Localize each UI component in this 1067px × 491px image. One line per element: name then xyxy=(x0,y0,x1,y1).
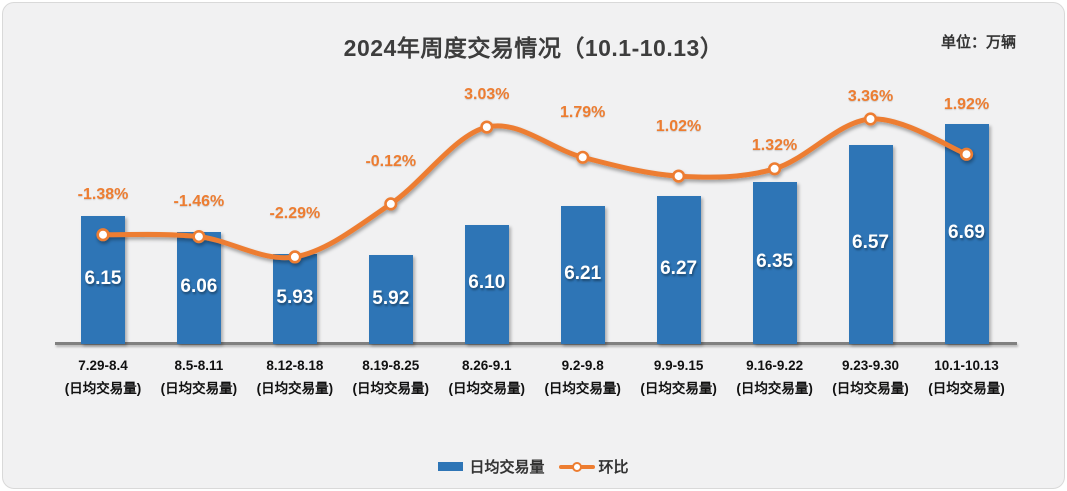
x-tick-sublabel: (日均交易量) xyxy=(544,381,621,396)
x-tick-label: 10.1-10.13 (日均交易量) xyxy=(915,354,1019,400)
line-value-label: 1.79% xyxy=(560,104,606,122)
legend-line-marker-icon xyxy=(571,461,582,472)
bar-value-label: 6.69 xyxy=(948,222,985,244)
bar-value-label: 6.15 xyxy=(84,268,122,290)
x-tick-label: 9.2-9.8 (日均交易量) xyxy=(531,354,635,400)
x-tick-label: 9.16-9.22 (日均交易量) xyxy=(723,354,827,400)
line-value-label: 1.02% xyxy=(655,118,702,136)
x-tick-label: 8.19-8.25 (日均交易量) xyxy=(339,354,443,400)
chart-title: 2024年周度交易情况（10.1-10.13） xyxy=(343,35,724,61)
x-tick-sublabel: (日均交易量) xyxy=(64,381,142,396)
legend-line-swatch-icon xyxy=(558,461,595,472)
legend-line-label: 环比 xyxy=(598,459,629,476)
line-value-label: -2.29% xyxy=(269,204,321,222)
x-tick-sublabel: (日均交易量) xyxy=(256,381,334,396)
unit-label: 单位：万辆 xyxy=(940,34,1016,51)
x-tick-sublabel: (日均交易量) xyxy=(640,381,717,396)
bar xyxy=(368,255,413,344)
line-marker xyxy=(767,162,782,176)
x-axis-line xyxy=(55,342,1017,345)
x-tick-label: 8.26-9.1 (日均交易量) xyxy=(435,354,539,400)
x-tick-period: 7.29-8.4 xyxy=(78,358,128,373)
plot-area: 6.15 -1.38% 6.06 -1.46% 5.93 -2.29% 5.92 -0.12%… xyxy=(3,3,1064,488)
bar-value-label: 6.10 xyxy=(468,272,506,294)
x-tick-sublabel: (日均交易量) xyxy=(928,381,1005,396)
line-marker xyxy=(576,150,590,164)
bar-value-label: 5.93 xyxy=(276,286,314,308)
line-marker xyxy=(671,169,686,183)
line-value-label: -0.12% xyxy=(365,152,417,170)
x-tick-sublabel: (日均交易量) xyxy=(832,381,909,396)
bar xyxy=(272,253,317,344)
x-tick-period: 8.12-8.18 xyxy=(266,358,324,373)
x-tick-label: 8.5-8.11 (日均交易量) xyxy=(147,354,251,400)
x-tick-label: 9.23-9.30 (日均交易量) xyxy=(819,354,923,400)
bar-value-label: 6.21 xyxy=(564,263,602,284)
line-value-label: 1.32% xyxy=(751,136,798,154)
x-tick-period: 8.5-8.11 xyxy=(174,358,224,373)
bar-value-label: 5.92 xyxy=(372,287,410,309)
x-tick-period: 9.16-9.22 xyxy=(746,358,804,373)
x-tick-period: 8.26-9.1 xyxy=(462,358,512,373)
x-tick-label: 9.9-9.15 (日均交易量) xyxy=(627,354,731,400)
x-tick-sublabel: (日均交易量) xyxy=(736,381,813,396)
x-tick-sublabel: (日均交易量) xyxy=(160,381,238,396)
line-marker xyxy=(863,112,878,126)
legend: 日均交易量 环比 xyxy=(3,456,1064,477)
line-marker xyxy=(480,120,494,134)
x-tick-label: 7.29-8.4 (日均交易量) xyxy=(51,354,155,400)
x-tick-sublabel: (日均交易量) xyxy=(448,381,526,396)
legend-bar-label: 日均交易量 xyxy=(469,459,545,476)
x-tick-period: 10.1-10.13 xyxy=(934,358,999,373)
x-tick-period: 9.9-9.15 xyxy=(653,358,704,373)
bar-value-label: 6.57 xyxy=(852,232,889,254)
x-tick-period: 9.23-9.30 xyxy=(841,358,900,373)
x-tick-period: 8.19-8.25 xyxy=(362,358,420,373)
bar-value-label: 6.27 xyxy=(660,257,698,279)
bar-value-label: 6.06 xyxy=(180,275,218,297)
bar-value-label: 6.35 xyxy=(756,251,794,273)
x-tick-sublabel: (日均交易量) xyxy=(352,381,430,396)
x-tick-label: 8.12-8.18 (日均交易量) xyxy=(243,354,347,400)
line-marker xyxy=(384,197,398,211)
line-value-label: 1.92% xyxy=(943,96,990,114)
line-value-label: 3.36% xyxy=(847,88,894,105)
legend-bar-swatch-icon xyxy=(438,462,464,471)
x-tick-period: 9.2-9.8 xyxy=(561,358,604,373)
line-value-label: -1.38% xyxy=(77,185,129,203)
line-value-label: -1.46% xyxy=(173,192,225,210)
line-value-label: 3.03% xyxy=(464,86,510,104)
